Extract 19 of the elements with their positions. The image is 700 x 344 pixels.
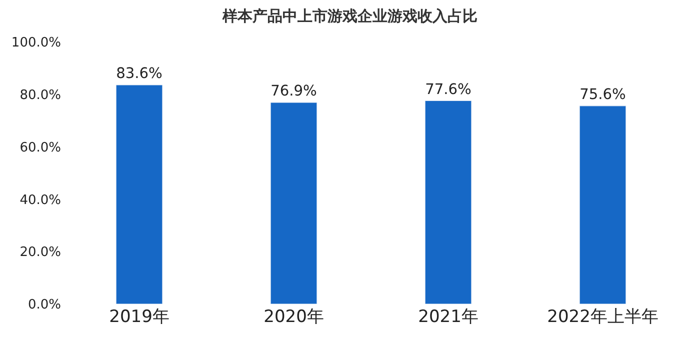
- y-tick-label: 80.0%: [20, 88, 61, 103]
- bar: [116, 84, 163, 304]
- bar: [424, 100, 472, 304]
- x-tick-label: 2021年: [418, 307, 478, 327]
- x-tick-label: 2022年上半年: [547, 307, 658, 327]
- bar: [270, 102, 318, 304]
- data-label: 75.6%: [580, 86, 626, 104]
- x-tick-label: 2020年: [264, 307, 324, 327]
- bar: [579, 106, 626, 304]
- chart-title: 样本产品中上市游戏企业游戏收入占比: [222, 6, 478, 25]
- y-tick-label: 60.0%: [20, 140, 61, 156]
- y-tick-label: 40.0%: [20, 192, 61, 208]
- data-label: 77.6%: [425, 80, 472, 98]
- y-tick-label: 100.0%: [11, 36, 61, 51]
- data-label: 76.9%: [270, 82, 318, 100]
- y-tick-label: 20.0%: [20, 245, 61, 260]
- x-tick-label: 2019年: [109, 307, 170, 327]
- data-label: 83.6%: [116, 65, 163, 82]
- y-tick-label: 0.0%: [28, 298, 61, 313]
